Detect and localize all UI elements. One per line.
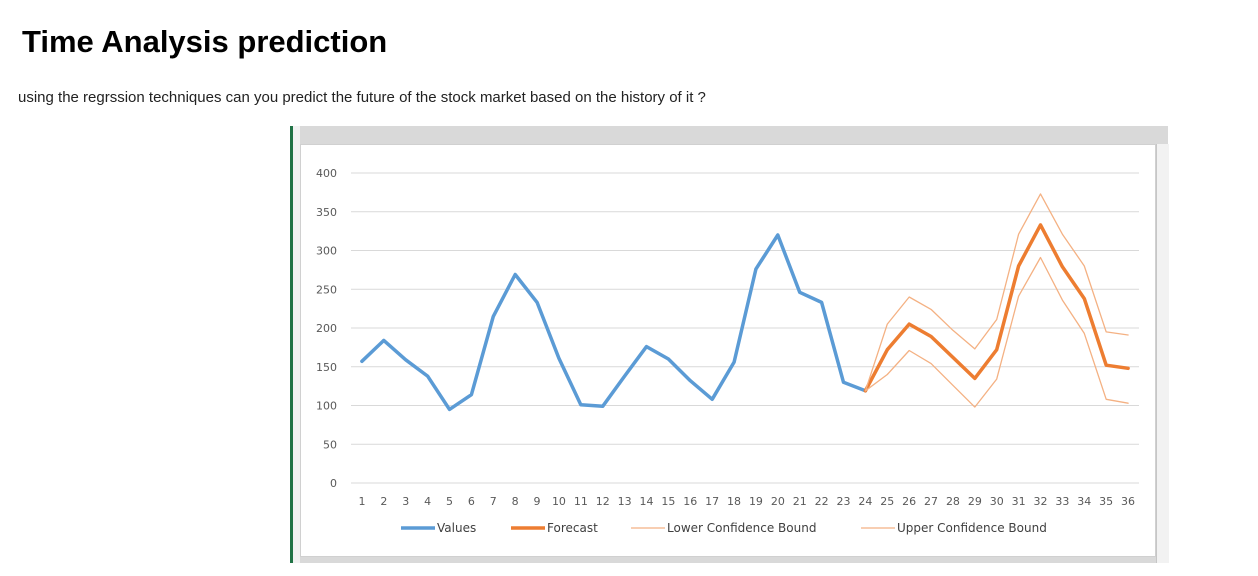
x-tick-label: 25 (880, 495, 894, 508)
legend-label-upper-confidence-bound: Upper Confidence Bound (897, 521, 1047, 535)
x-tick-label: 14 (640, 495, 654, 508)
chart-legend[interactable]: Values Forecast Lower Confidence Bound Uppe… (401, 521, 1047, 535)
series-line-values[interactable] (360, 233, 868, 412)
y-axis-tick-labels: 0 50 100 150 200 250 300 350 400 (316, 167, 337, 490)
page-title: Time Analysis prediction (22, 24, 388, 59)
x-tick-label: 22 (815, 495, 829, 508)
y-tick-label: 50 (323, 438, 337, 451)
series-line-upper-confidence-bound[interactable] (864, 193, 1129, 392)
x-tick-label: 18 (727, 495, 741, 508)
legend-label-values: Values (437, 521, 476, 535)
y-tick-label: 200 (316, 322, 337, 335)
series-line-lower-confidence-bound[interactable] (864, 256, 1129, 408)
x-tick-label: 27 (924, 495, 938, 508)
x-tick-label: 26 (902, 495, 916, 508)
spreadsheet-row-gutter (293, 126, 300, 563)
x-tick-label: 9 (534, 495, 541, 508)
x-tick-label: 4 (424, 495, 431, 508)
y-tick-label: 150 (316, 361, 337, 374)
x-tick-label: 23 (837, 495, 851, 508)
x-tick-label: 35 (1099, 495, 1113, 508)
x-tick-label: 34 (1077, 495, 1091, 508)
x-axis-tick-labels: 1 2 3 4 5 6 7 8 9 10 11 12 13 14 15 16 17 18 19 20 21 22 23 24 2… (358, 495, 1135, 508)
y-tick-label: 0 (330, 477, 337, 490)
x-tick-label: 33 (1055, 495, 1069, 508)
x-tick-label: 32 (1034, 495, 1048, 508)
series-lines (360, 193, 1130, 412)
x-tick-label: 11 (574, 495, 588, 508)
x-tick-label: 36 (1121, 495, 1135, 508)
x-tick-label: 6 (468, 495, 475, 508)
x-tick-label: 31 (1012, 495, 1026, 508)
x-tick-label: 15 (661, 495, 675, 508)
spreadsheet-left-edge (290, 126, 293, 563)
x-tick-label: 17 (705, 495, 719, 508)
legend-label-lower-confidence-bound: Lower Confidence Bound (667, 521, 816, 535)
y-tick-label: 350 (316, 206, 337, 219)
x-tick-label: 20 (771, 495, 785, 508)
x-tick-label: 12 (596, 495, 610, 508)
line-chart[interactable]: 0 50 100 150 200 250 300 350 400 1 2 3 4 5 6 7 8 9 10 11 12… (300, 144, 1156, 557)
x-tick-label: 1 (358, 495, 365, 508)
x-tick-label: 30 (990, 495, 1004, 508)
x-tick-label: 3 (402, 495, 409, 508)
x-tick-label: 28 (946, 495, 960, 508)
page-question: using the regrssion techniques can you p… (18, 89, 706, 106)
x-tick-label: 16 (683, 495, 697, 508)
series-line-forecast[interactable] (863, 223, 1130, 393)
spreadsheet-right-strip (1156, 144, 1169, 563)
x-tick-label: 13 (618, 495, 632, 508)
x-tick-label: 21 (793, 495, 807, 508)
x-tick-label: 24 (858, 495, 872, 508)
y-tick-label: 250 (316, 283, 337, 296)
x-tick-label: 2 (380, 495, 387, 508)
x-tick-label: 7 (490, 495, 497, 508)
y-tick-label: 300 (316, 245, 337, 258)
x-tick-label: 29 (968, 495, 982, 508)
x-tick-label: 19 (749, 495, 763, 508)
x-tick-label: 10 (552, 495, 566, 508)
x-tick-label: 8 (512, 495, 519, 508)
y-tick-label: 400 (316, 167, 337, 180)
legend-label-forecast: Forecast (547, 521, 598, 535)
x-tick-label: 5 (446, 495, 453, 508)
gridlines (351, 172, 1139, 484)
y-tick-label: 100 (316, 400, 337, 413)
